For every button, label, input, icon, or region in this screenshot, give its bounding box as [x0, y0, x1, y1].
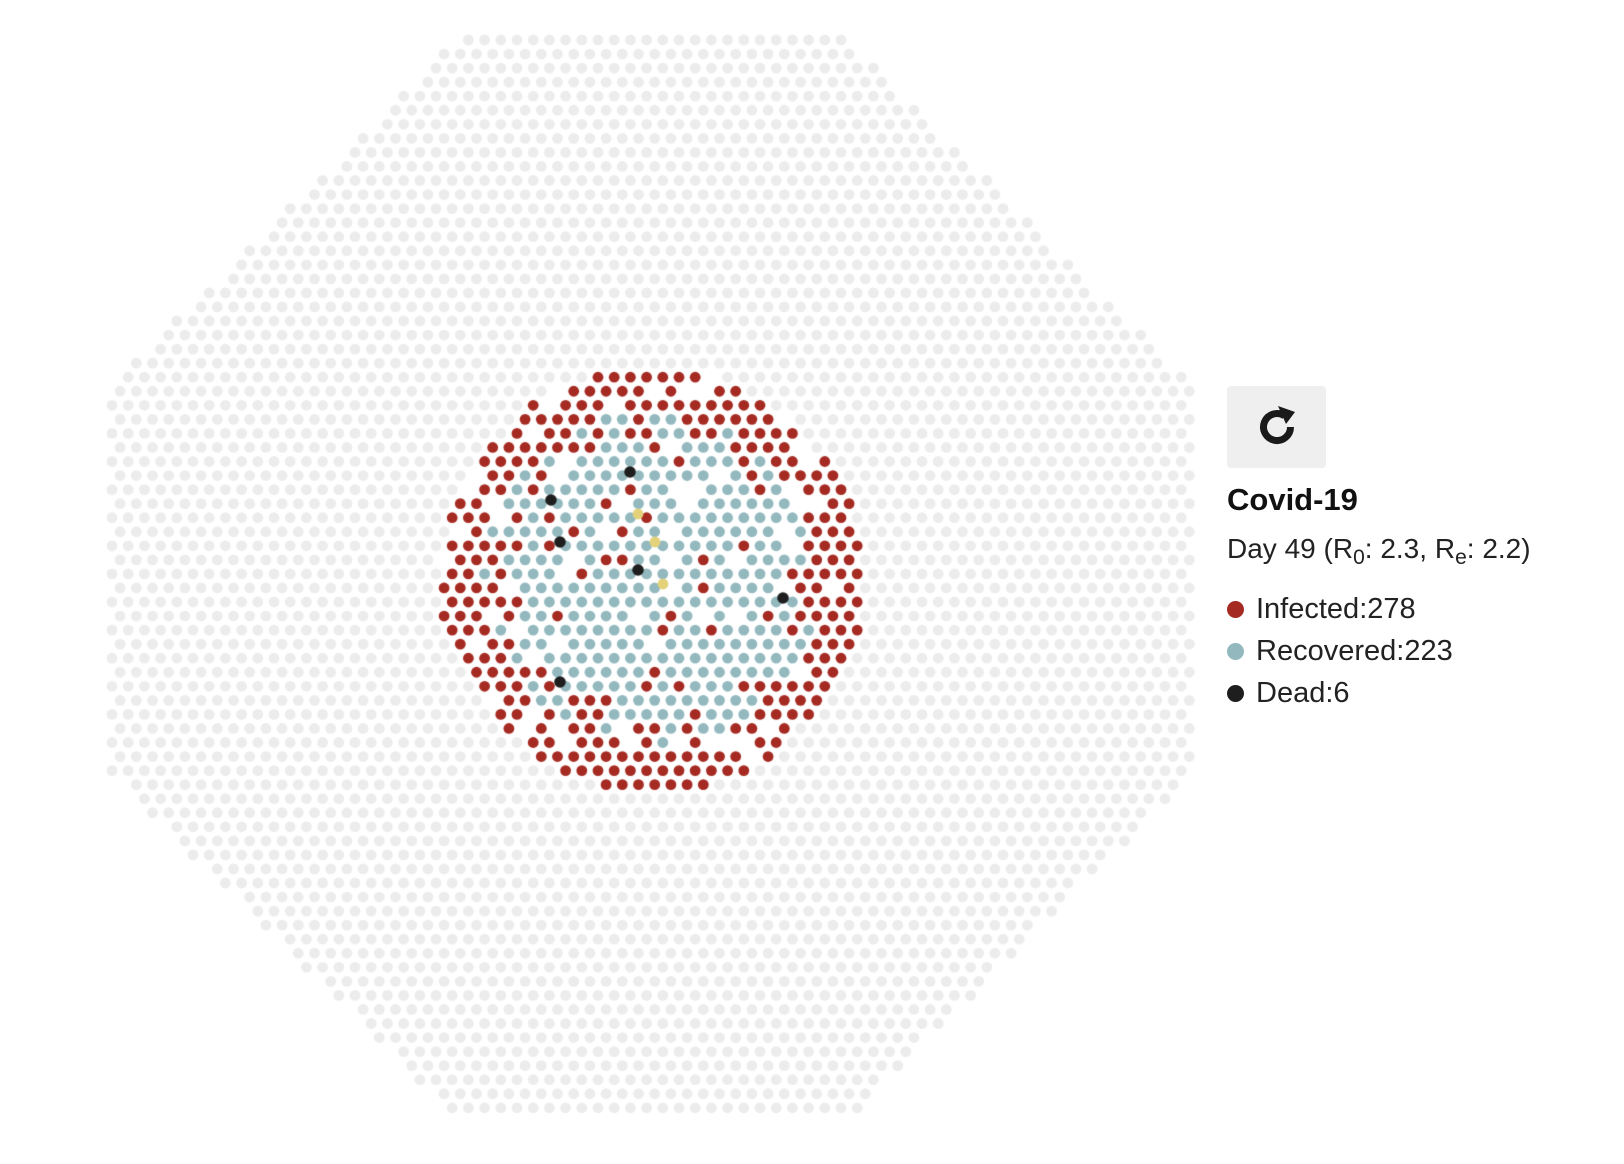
- legend: Infected: 278 Recovered: 223 Dead: 6: [1227, 588, 1607, 714]
- legend-recovered: Recovered: 223: [1227, 630, 1607, 672]
- legend-infected: Infected: 278: [1227, 588, 1607, 630]
- re-value: 2.2: [1482, 533, 1522, 564]
- control-panel: Covid-19 Day 49 (R0: 2.3, Re: 2.2) Infec…: [1227, 386, 1607, 714]
- day-prefix: Day: [1227, 533, 1285, 564]
- r0-subscript: 0: [1353, 546, 1365, 569]
- legend-infected-label: Infected: [1256, 592, 1360, 625]
- legend-recovered-count: 223: [1404, 634, 1453, 667]
- legend-infected-count: 278: [1367, 592, 1416, 625]
- legend-dead: Dead: 6: [1227, 672, 1607, 714]
- re-label: R: [1434, 533, 1456, 564]
- simulation-title: Covid-19: [1227, 482, 1358, 517]
- r0-label: R: [1332, 533, 1354, 564]
- reset-button[interactable]: [1227, 386, 1326, 468]
- refresh-icon: [1259, 406, 1295, 445]
- day-status: Day 49 (R0: 2.3, Re: 2.2): [1227, 533, 1531, 569]
- dead-dot-icon: [1227, 684, 1244, 702]
- legend-dead-label: Dead: [1256, 676, 1326, 709]
- r0-value: 2.3: [1380, 533, 1420, 564]
- day-number: 49: [1284, 533, 1316, 564]
- legend-dead-count: 6: [1333, 676, 1350, 709]
- legend-recovered-label: Recovered: [1256, 634, 1397, 667]
- re-subscript: e: [1455, 546, 1467, 569]
- infected-dot-icon: [1227, 600, 1244, 618]
- recovered-dot-icon: [1227, 642, 1244, 660]
